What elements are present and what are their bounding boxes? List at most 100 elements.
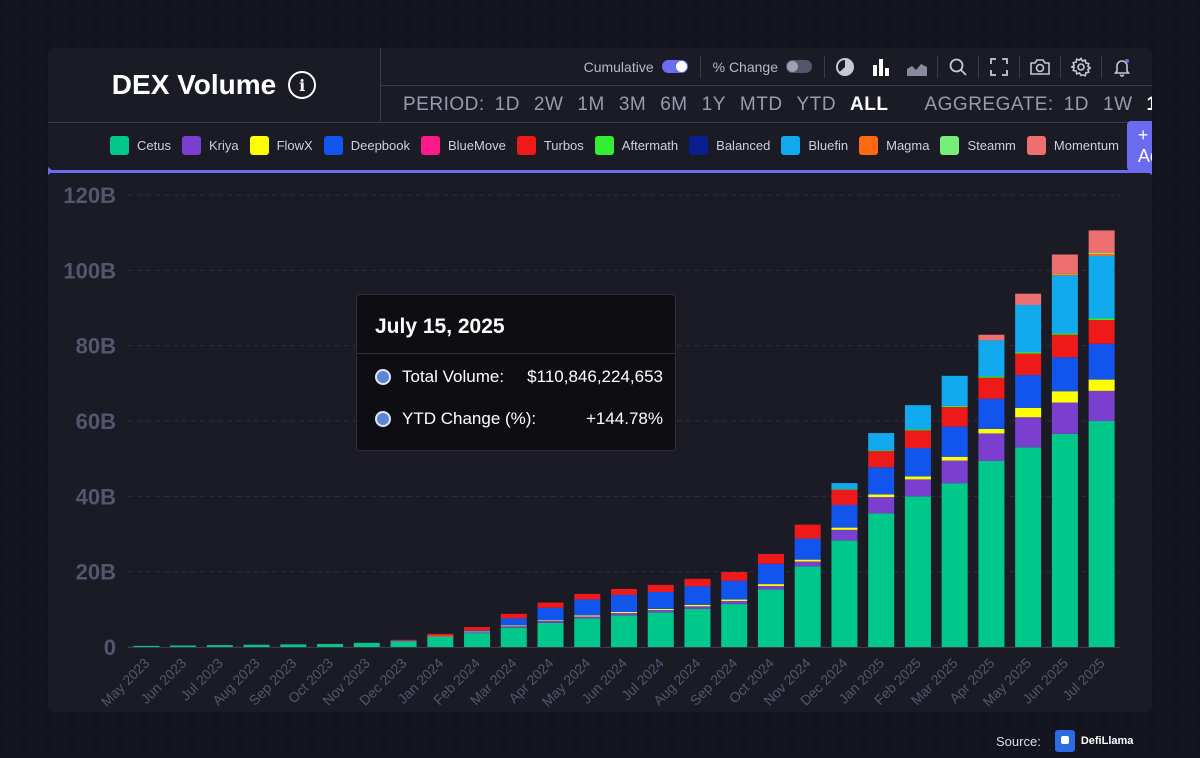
- legend-item-steamm[interactable]: Steamm: [940, 136, 1016, 155]
- legend-item-kriya[interactable]: Kriya: [181, 136, 239, 155]
- tooltip-value: $110,846,224,653: [527, 367, 663, 386]
- bar-segment-momentum: [1015, 293, 1042, 305]
- cumulative-toggle-group: Cumulative: [574, 59, 698, 75]
- bar-segment-flowx: [647, 608, 674, 611]
- legend-item-aftermath[interactable]: Aftermath: [594, 136, 678, 155]
- period-option-1y[interactable]: 1Y: [701, 93, 726, 115]
- aggregate-option-1m[interactable]: 1M: [1147, 94, 1152, 116]
- y-tick-label: 120B: [63, 183, 116, 208]
- defillama-logo-icon: [1054, 730, 1075, 752]
- bar-segment-flowx: [757, 584, 784, 586]
- bar-segment-kriya: [978, 433, 1005, 461]
- period-option-ytd[interactable]: YTD: [796, 93, 837, 115]
- legend-label: Deepbook: [350, 138, 410, 153]
- bar-segment-cetus: [243, 644, 270, 647]
- legend-item-balanced[interactable]: Balanced: [689, 136, 770, 155]
- bar-segment-kriya: [684, 606, 711, 609]
- period-option-6m[interactable]: 6M: [660, 93, 688, 115]
- area-chart-icon[interactable]: [899, 52, 935, 82]
- period-option-all[interactable]: ALL: [850, 93, 889, 115]
- add-protocol-button[interactable]: + Add: [1126, 120, 1152, 171]
- bar-segment-flowx: [684, 604, 711, 607]
- divider: [1101, 55, 1102, 78]
- series-dot-icon: [375, 411, 391, 427]
- bar-segment-turbos: [757, 553, 784, 564]
- bar-segment-flowx: [868, 494, 895, 498]
- legend-item-cetus[interactable]: Cetus: [110, 136, 171, 155]
- period-option-3m[interactable]: 3M: [618, 93, 647, 115]
- bar-segment-cetus: [1088, 421, 1115, 647]
- toolbar: Cumulative % Change: [381, 48, 1152, 86]
- bar-segment-deepbook: [537, 607, 564, 621]
- info-icon[interactable]: i: [288, 71, 317, 99]
- bar-segment-deepbook: [868, 467, 895, 495]
- legend-item-bluemove[interactable]: BlueMove: [421, 136, 506, 155]
- aggregate-option-1w[interactable]: 1W: [1103, 93, 1133, 115]
- bar-segment-flowx: [904, 476, 931, 480]
- bar-segment-cetus: [831, 540, 858, 647]
- series-dot-icon: [375, 369, 391, 385]
- bar-segment-cetus: [941, 483, 968, 647]
- bar-segment-flowx: [941, 456, 968, 461]
- legend-item-turbos[interactable]: Turbos: [516, 136, 584, 155]
- aggregate-label: AGGREGATE:: [924, 93, 1054, 115]
- bar-segment-cetus: [390, 640, 417, 647]
- gear-icon[interactable]: [1063, 52, 1099, 82]
- tooltip-date: July 15, 2025: [375, 315, 505, 338]
- legend-item-deepbook[interactable]: Deepbook: [323, 136, 410, 155]
- bar-segment-steamm: [1051, 273, 1078, 275]
- period-option-1d[interactable]: 1D: [494, 93, 520, 115]
- fullscreen-icon[interactable]: [981, 52, 1017, 82]
- legend-item-bluefin[interactable]: Bluefin: [781, 136, 848, 155]
- pct-change-toggle[interactable]: [786, 60, 812, 73]
- divider: [699, 55, 701, 78]
- source-brand[interactable]: DefiLlama: [1080, 735, 1134, 747]
- period-option-mtd[interactable]: MTD: [739, 93, 783, 115]
- aggregate-option-1d[interactable]: 1D: [1063, 93, 1090, 115]
- bar-segment-flowx: [500, 625, 527, 627]
- tooltip-divider: [357, 353, 675, 354]
- bar-segment-deepbook: [647, 592, 674, 609]
- bar-segment-cetus: [353, 642, 380, 647]
- bar-segment-kriya: [1088, 390, 1115, 421]
- bar-segment-cetus: [280, 644, 307, 647]
- bar-segment-cetus: [684, 608, 711, 647]
- y-tick-label: 80B: [76, 334, 116, 359]
- bar-segment-aftermath: [904, 429, 931, 431]
- bar-segment-kriya: [868, 497, 895, 514]
- bar-segment-cetus: [757, 589, 784, 647]
- bar-segment-aftermath: [1088, 318, 1115, 321]
- bar-segment-turbos: [464, 627, 491, 631]
- bar-segment-cetus: [868, 513, 895, 647]
- legend-item-momentum[interactable]: Momentum: [1026, 136, 1119, 155]
- bar-segment-turbos: [611, 588, 637, 596]
- bar-segment-cetus: [1051, 433, 1078, 647]
- bar-segment-flowx: [427, 635, 454, 637]
- bar-segment-cetus: [133, 645, 160, 647]
- bar-segment-deepbook: [978, 398, 1005, 429]
- legend-item-magma[interactable]: Magma: [859, 136, 929, 155]
- bar-segment-turbos: [1088, 320, 1115, 344]
- bar-segment-flowx: [1015, 407, 1042, 418]
- divider: [937, 55, 938, 78]
- bar-segment-bluefin: [1051, 275, 1078, 334]
- bar-chart-icon[interactable]: [863, 52, 899, 82]
- bar-segment-aftermath: [978, 376, 1005, 378]
- period-option-2w[interactable]: 2W: [533, 93, 564, 115]
- bar-segment-deepbook: [684, 586, 711, 605]
- range-slider[interactable]: [48, 167, 1152, 175]
- legend-item-flowx[interactable]: FlowX: [249, 136, 313, 155]
- bar-segment-turbos: [684, 578, 711, 587]
- divider: [978, 55, 979, 78]
- bell-icon[interactable]: [1104, 52, 1140, 82]
- pie-chart-icon[interactable]: [827, 52, 863, 82]
- bar-segment-steamm: [1088, 253, 1115, 255]
- bar-segment-deepbook: [941, 426, 968, 457]
- legend-swatch: [859, 136, 879, 155]
- bar-segment-flowx: [1088, 379, 1115, 391]
- cumulative-toggle[interactable]: [661, 60, 688, 73]
- period-option-1m[interactable]: 1M: [577, 93, 605, 115]
- camera-icon[interactable]: [1022, 52, 1058, 82]
- bar-segment-cetus: [427, 636, 454, 647]
- search-icon[interactable]: [940, 52, 976, 82]
